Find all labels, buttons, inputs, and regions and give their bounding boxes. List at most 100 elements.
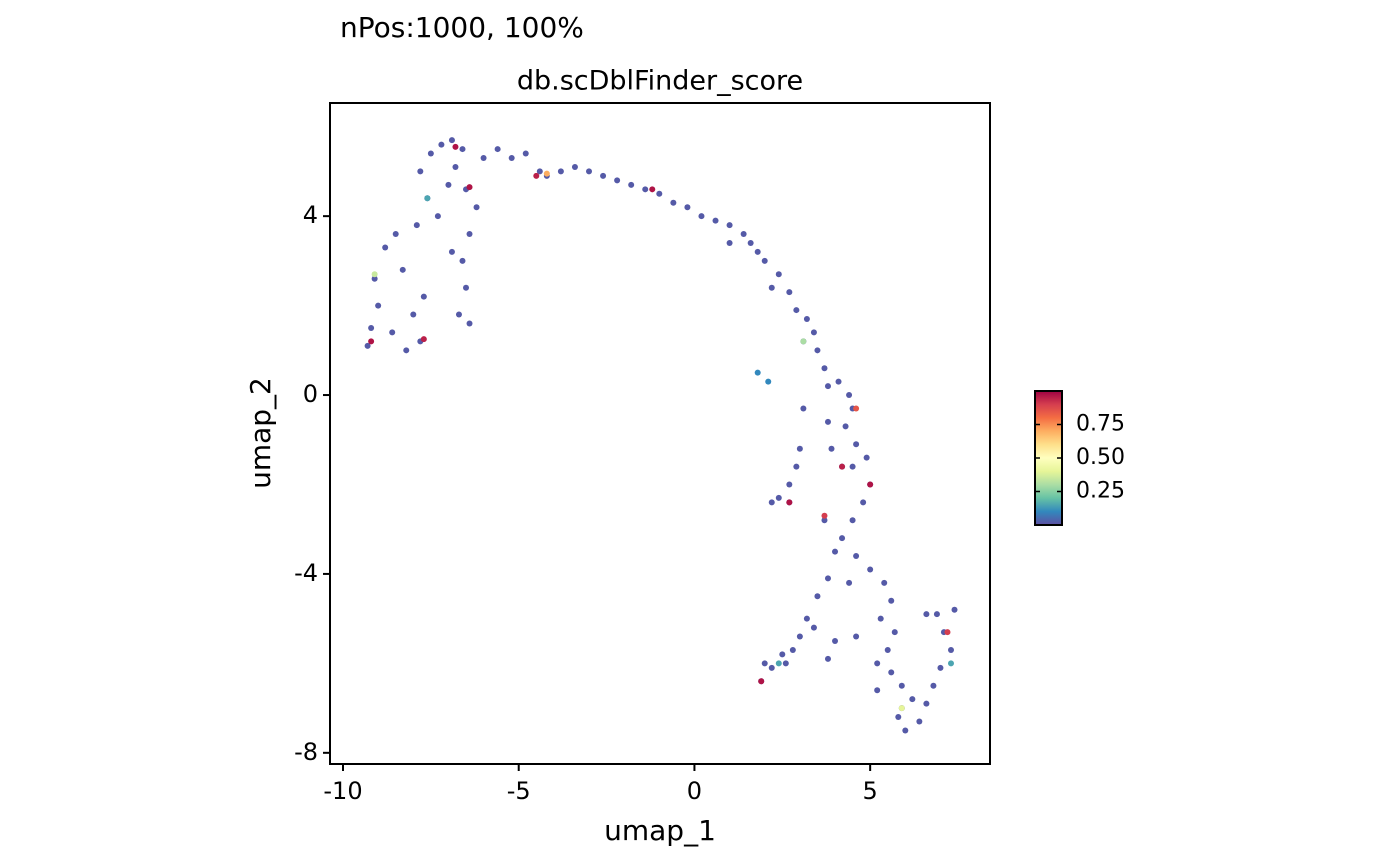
- point: [765, 378, 772, 385]
- point: [758, 678, 765, 685]
- point: [448, 137, 455, 144]
- point: [824, 383, 831, 390]
- point: [923, 611, 930, 618]
- point: [909, 696, 916, 703]
- point: [824, 575, 831, 582]
- point: [877, 615, 884, 622]
- point: [775, 660, 782, 667]
- x-tick-label: -5: [507, 777, 531, 805]
- point: [898, 682, 905, 689]
- point: [726, 239, 733, 246]
- point: [768, 499, 775, 506]
- point: [849, 517, 856, 524]
- point: [782, 660, 789, 667]
- point: [860, 499, 867, 506]
- point: [803, 615, 810, 622]
- point: [571, 163, 578, 170]
- point: [740, 231, 747, 238]
- colorbar-tick-label: 0.50: [1076, 445, 1125, 470]
- point: [800, 338, 807, 345]
- point: [536, 168, 543, 175]
- point: [413, 222, 420, 229]
- point: [933, 611, 940, 618]
- point: [853, 553, 860, 560]
- point: [874, 660, 881, 667]
- colorbar-tick-label: 0.25: [1076, 479, 1125, 504]
- point: [459, 257, 466, 264]
- point: [424, 195, 431, 202]
- point: [586, 168, 593, 175]
- point: [775, 494, 782, 501]
- y-axis-label: umap_2: [244, 377, 277, 489]
- point: [522, 150, 529, 157]
- point: [455, 311, 462, 318]
- y-tick-label: -4: [294, 559, 318, 587]
- point: [779, 651, 786, 658]
- point: [835, 378, 842, 385]
- point: [849, 463, 856, 470]
- point: [459, 146, 466, 153]
- point: [466, 184, 473, 191]
- point: [923, 700, 930, 707]
- point: [853, 633, 860, 640]
- point: [494, 146, 501, 153]
- point: [726, 222, 733, 229]
- point: [789, 646, 796, 653]
- point: [814, 593, 821, 600]
- point: [821, 512, 828, 519]
- point: [793, 463, 800, 470]
- point: [375, 302, 382, 309]
- x-axis-label: umap_1: [604, 814, 716, 847]
- point: [761, 257, 768, 264]
- point: [480, 155, 487, 162]
- point: [881, 579, 888, 586]
- point: [452, 163, 459, 170]
- point: [420, 336, 427, 343]
- point: [754, 248, 761, 255]
- point: [768, 284, 775, 291]
- point: [863, 454, 870, 461]
- point: [951, 606, 958, 613]
- plot-frame: [329, 102, 991, 765]
- point: [867, 566, 874, 573]
- point: [888, 597, 895, 604]
- point: [944, 629, 951, 636]
- point: [656, 190, 663, 197]
- point: [832, 548, 839, 555]
- point: [368, 324, 375, 331]
- point: [438, 141, 445, 148]
- point: [810, 624, 817, 631]
- point: [821, 517, 828, 524]
- point: [888, 669, 895, 676]
- point: [786, 289, 793, 296]
- point: [417, 168, 424, 175]
- point: [452, 143, 459, 150]
- point: [427, 150, 434, 157]
- x-tick-label: 0: [687, 777, 702, 805]
- point: [824, 418, 831, 425]
- point: [768, 664, 775, 671]
- point: [874, 687, 881, 694]
- point: [533, 172, 540, 179]
- point: [698, 213, 705, 220]
- point: [508, 155, 515, 162]
- point: [600, 172, 607, 179]
- point: [839, 463, 846, 470]
- point: [747, 239, 754, 246]
- point: [810, 329, 817, 336]
- point: [392, 231, 399, 238]
- point: [937, 664, 944, 671]
- y-tick-label: 0: [303, 380, 318, 408]
- point: [761, 660, 768, 667]
- point: [796, 633, 803, 640]
- point: [670, 199, 677, 206]
- point: [463, 284, 470, 291]
- point: [364, 342, 371, 349]
- point: [399, 266, 406, 273]
- point: [846, 392, 853, 399]
- y-tick-label: 4: [303, 201, 318, 229]
- point: [473, 204, 480, 211]
- point: [775, 271, 782, 278]
- point: [371, 271, 378, 278]
- point: [445, 181, 452, 188]
